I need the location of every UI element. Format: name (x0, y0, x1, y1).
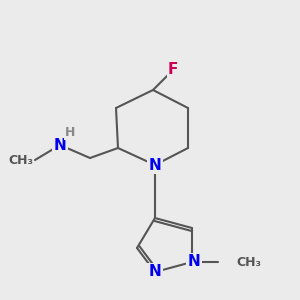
Text: H: H (65, 125, 75, 139)
Text: CH₃: CH₃ (8, 154, 33, 166)
Text: N: N (188, 254, 200, 269)
Text: N: N (54, 137, 66, 152)
Text: CH₃: CH₃ (236, 256, 261, 268)
Text: N: N (148, 158, 161, 172)
Text: F: F (168, 62, 178, 77)
Text: N: N (148, 265, 161, 280)
